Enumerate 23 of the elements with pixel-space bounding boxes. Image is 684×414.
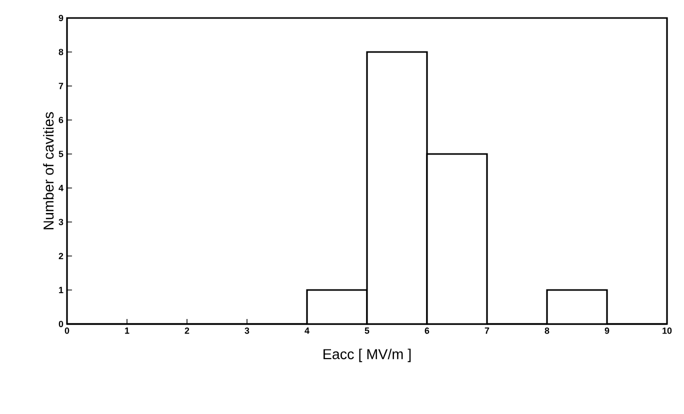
x-tick-label: 7 xyxy=(484,328,490,334)
x-tick-label: 4 xyxy=(304,328,310,334)
x-axis-title: Eacc [ MV/m ] xyxy=(324,348,411,362)
x-tick-label: 3 xyxy=(244,328,250,334)
x-tick-label: 6 xyxy=(424,328,430,334)
y-tick-label: 6 xyxy=(58,116,64,124)
x-tick-label: 9 xyxy=(604,328,610,334)
y-tick-label: 5 xyxy=(58,150,64,158)
y-tick-label: 3 xyxy=(58,218,64,226)
y-tick-label: 4 xyxy=(58,184,64,192)
x-tick-label: 1 xyxy=(125,328,130,334)
y-axis-title: Number of cavities xyxy=(43,112,54,230)
y-tick-label: 0 xyxy=(58,320,64,328)
y-tick-label: 7 xyxy=(58,82,64,90)
y-tick-label: 9 xyxy=(58,14,64,22)
x-tick-label: 10 xyxy=(662,328,672,334)
y-tick-label: 2 xyxy=(58,252,64,260)
y-tick-label: 1 xyxy=(59,286,64,294)
x-tick-label: 8 xyxy=(544,328,550,334)
x-tick-label: 0 xyxy=(64,328,70,334)
y-tick-label: 8 xyxy=(58,48,64,56)
x-tick-label: 5 xyxy=(364,328,370,334)
x-tick-label: 2 xyxy=(184,328,190,334)
